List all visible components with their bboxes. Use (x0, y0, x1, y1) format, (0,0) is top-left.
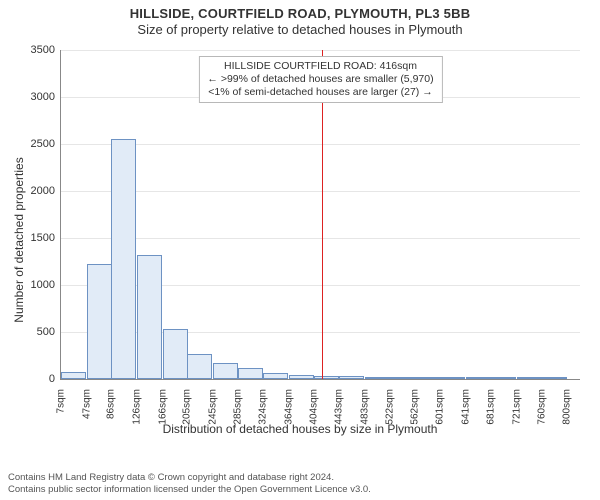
x-tick-label: 641sqm (460, 385, 471, 425)
y-axis-label: Number of detached properties (12, 157, 26, 322)
x-tick-label: 681sqm (486, 385, 497, 425)
bar (213, 363, 238, 379)
y-tick-label: 500 (37, 326, 55, 338)
y-tick-label: 1500 (31, 232, 55, 244)
x-tick-label: 126sqm (131, 385, 142, 425)
y-tick-label: 0 (49, 373, 55, 385)
annotation-line-1: HILLSIDE COURTFIELD ROAD: 416sqm (207, 60, 433, 73)
x-axis-label: Distribution of detached houses by size … (0, 422, 600, 436)
chart: Number of detached properties HILLSIDE C… (0, 40, 600, 440)
x-tick-label: 483sqm (359, 385, 370, 425)
bar (289, 375, 314, 379)
x-tick-label: 7sqm (56, 385, 67, 413)
page-title: HILLSIDE, COURTFIELD ROAD, PLYMOUTH, PL3… (0, 6, 600, 21)
y-tick-label: 2000 (31, 185, 55, 197)
x-tick-label: 404sqm (309, 385, 320, 425)
plot-area: HILLSIDE COURTFIELD ROAD: 416sqm ← >99% … (60, 50, 580, 380)
annotation-line-2: ← >99% of detached houses are smaller (5… (207, 73, 433, 86)
bar (542, 377, 567, 379)
x-tick-label: 443sqm (334, 385, 345, 425)
bar (87, 264, 112, 379)
bar (111, 139, 136, 379)
footer: Contains HM Land Registry data © Crown c… (8, 472, 371, 496)
bar (137, 255, 162, 379)
x-tick-label: 47sqm (81, 385, 92, 419)
footer-line-2: Contains public sector information licen… (8, 484, 371, 496)
bar (365, 377, 390, 379)
bar (466, 377, 491, 379)
bar (415, 377, 440, 379)
x-tick-label: 205sqm (182, 385, 193, 425)
y-tick-label: 1000 (31, 279, 55, 291)
bar (263, 373, 288, 379)
x-tick-label: 86sqm (106, 385, 117, 419)
y-tick-label: 3500 (31, 44, 55, 56)
x-tick-label: 245sqm (207, 385, 218, 425)
bar (517, 377, 542, 379)
bar (339, 376, 364, 379)
bar (163, 329, 188, 379)
x-tick-label: 562sqm (410, 385, 421, 425)
footer-line-1: Contains HM Land Registry data © Crown c… (8, 472, 371, 484)
x-tick-label: 721sqm (511, 385, 522, 425)
bar (390, 377, 415, 379)
bar (491, 377, 516, 379)
bar (440, 377, 465, 379)
bar (314, 376, 339, 379)
x-tick-label: 800sqm (562, 385, 573, 425)
page-subtitle: Size of property relative to detached ho… (0, 22, 600, 37)
bar (61, 372, 86, 379)
y-tick-label: 3000 (31, 91, 55, 103)
x-tick-label: 364sqm (283, 385, 294, 425)
bar (238, 368, 263, 379)
x-tick-label: 760sqm (536, 385, 547, 425)
x-tick-label: 285sqm (233, 385, 244, 425)
annotation-line-3: <1% of semi-detached houses are larger (… (207, 86, 433, 99)
x-tick-label: 601sqm (435, 385, 446, 425)
x-tick-label: 324sqm (258, 385, 269, 425)
x-tick-label: 166sqm (157, 385, 168, 425)
bar (187, 354, 212, 379)
y-tick-label: 2500 (31, 138, 55, 150)
x-tick-label: 522sqm (384, 385, 395, 425)
annotation-box: HILLSIDE COURTFIELD ROAD: 416sqm ← >99% … (198, 56, 442, 103)
